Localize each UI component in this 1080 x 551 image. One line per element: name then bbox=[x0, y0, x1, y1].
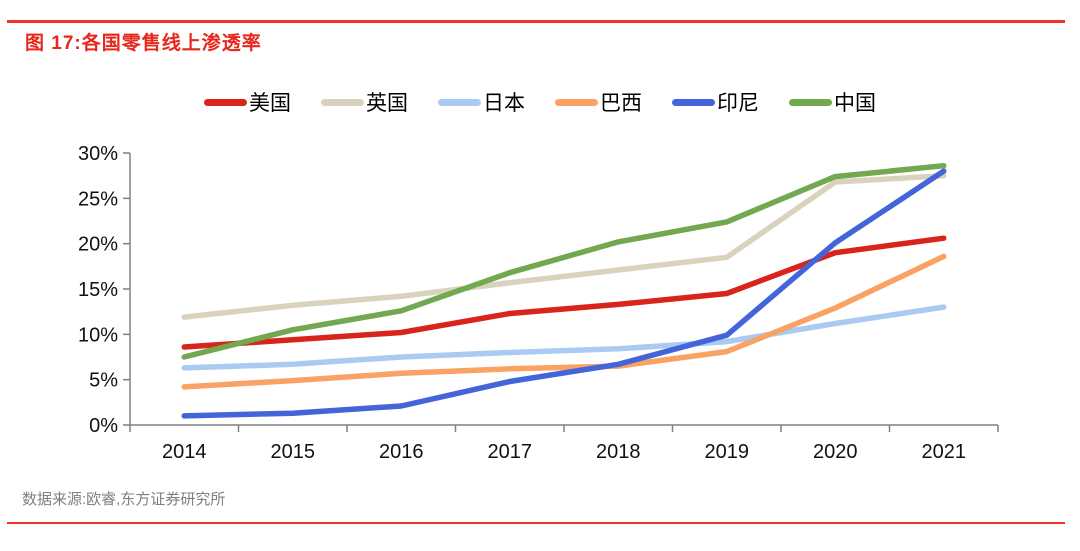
legend-item-uk: 英国 bbox=[321, 87, 408, 117]
legend-item-usa: 美国 bbox=[204, 87, 291, 117]
x-tick-label: 2015 bbox=[271, 441, 316, 463]
legend-label-brazil: 巴西 bbox=[600, 92, 642, 115]
chart-legend: 美国 英国 日本 巴西 印尼 中国 bbox=[0, 87, 1080, 117]
legend-swatch-china bbox=[789, 98, 832, 106]
y-tick-label: 30% bbox=[78, 143, 118, 165]
y-tick-label: 25% bbox=[78, 188, 118, 210]
series-line-china bbox=[181, 162, 947, 360]
y-tick-label: 15% bbox=[78, 279, 118, 301]
y-tick-label: 5% bbox=[89, 370, 118, 392]
legend-label-uk: 英国 bbox=[366, 92, 408, 115]
legend-label-china: 中国 bbox=[834, 92, 876, 115]
legend-label-indonesia: 印尼 bbox=[717, 92, 759, 115]
x-tick-label: 2016 bbox=[379, 441, 424, 463]
y-tick-label: 0% bbox=[89, 415, 118, 437]
series-line-uk bbox=[181, 172, 947, 320]
y-tick-label: 10% bbox=[78, 324, 118, 346]
legend-swatch-brazil bbox=[555, 98, 598, 106]
series-line-brazil bbox=[181, 253, 947, 390]
legend-label-usa: 美国 bbox=[249, 92, 291, 115]
x-tick-label: 2014 bbox=[162, 441, 207, 463]
legend-swatch-usa bbox=[204, 98, 247, 106]
figure-title: 图 17:各国零售线上渗透率 bbox=[25, 33, 262, 54]
x-tick-label: 2020 bbox=[813, 441, 858, 463]
legend-item-indonesia: 印尼 bbox=[672, 87, 759, 117]
series-line-indonesia bbox=[181, 168, 947, 419]
legend-item-japan: 日本 bbox=[438, 87, 525, 117]
bottom-divider bbox=[7, 522, 1065, 524]
source-note: 数据来源:欧睿,东方证券研究所 bbox=[22, 491, 226, 508]
legend-item-china: 中国 bbox=[789, 87, 876, 117]
legend-swatch-japan bbox=[438, 98, 481, 106]
legend-swatch-indonesia bbox=[672, 98, 715, 106]
x-tick-label: 2017 bbox=[488, 441, 533, 463]
legend-label-japan: 日本 bbox=[483, 92, 525, 115]
top-divider bbox=[7, 20, 1065, 23]
x-tick-label: 2021 bbox=[922, 441, 967, 463]
x-tick-label: 2019 bbox=[705, 441, 750, 463]
series-line-japan bbox=[181, 304, 947, 371]
legend-item-brazil: 巴西 bbox=[555, 87, 642, 117]
y-tick-label: 20% bbox=[78, 234, 118, 256]
legend-swatch-uk bbox=[321, 98, 364, 106]
x-tick-label: 2018 bbox=[596, 441, 641, 463]
